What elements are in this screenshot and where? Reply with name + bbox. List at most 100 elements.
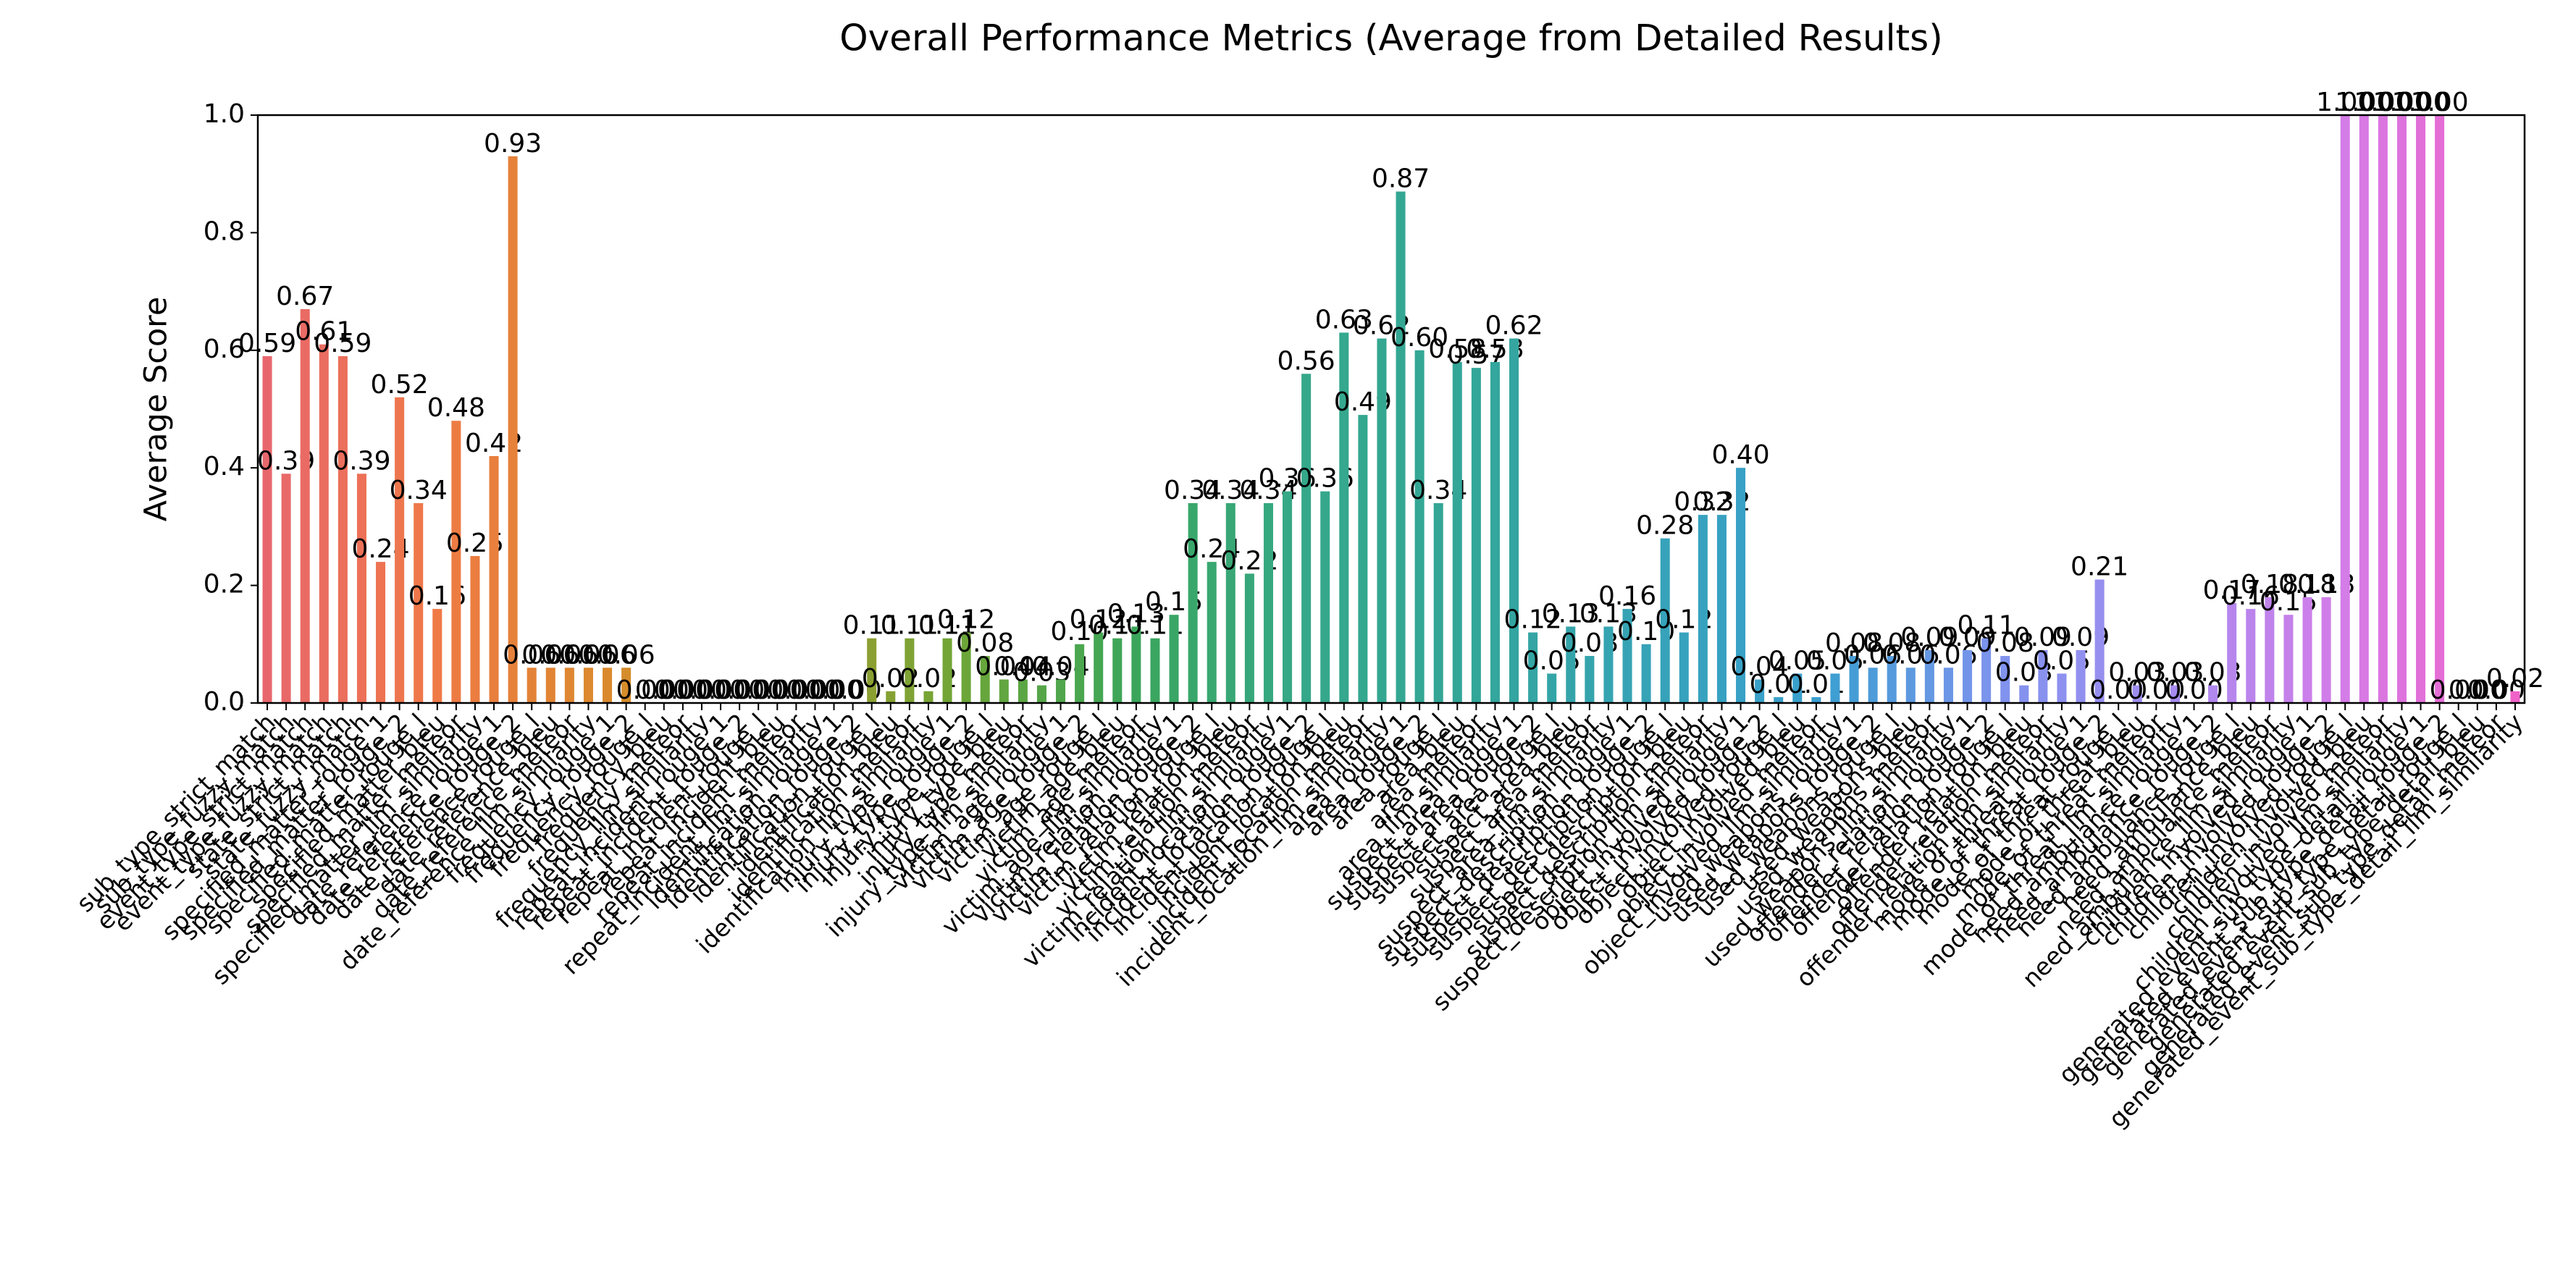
value-label: 0.63 xyxy=(1315,305,1373,334)
bar xyxy=(2227,602,2237,703)
bar xyxy=(376,562,386,703)
bar xyxy=(1981,638,1992,703)
bar xyxy=(1679,632,1689,703)
bar xyxy=(1943,668,1953,703)
value-label: 0.00 xyxy=(729,675,787,705)
bar xyxy=(2265,597,2275,703)
bar xyxy=(1849,656,1859,703)
value-label: 0.34 xyxy=(390,476,448,505)
value-label: 0.48 xyxy=(427,393,485,423)
value-label: 0.08 xyxy=(1976,628,2034,658)
bar xyxy=(1094,632,1104,703)
bar xyxy=(1774,696,1784,703)
bar xyxy=(1358,415,1368,703)
bar xyxy=(2396,115,2407,703)
value-label: 0.11 xyxy=(843,611,901,641)
value-label: 0.67 xyxy=(276,282,334,311)
bar xyxy=(319,344,329,703)
value-label: 0.11 xyxy=(1958,611,2015,641)
y-tick-label: 0.4 xyxy=(204,452,245,481)
bar xyxy=(1225,502,1235,703)
bar xyxy=(923,691,934,703)
value-label: 0.06 xyxy=(521,640,579,670)
value-label: 0.34 xyxy=(1201,476,1259,505)
bar xyxy=(2435,115,2445,703)
bar xyxy=(1433,502,1443,703)
value-label: 0.00 xyxy=(767,675,825,705)
value-label: 0.00 xyxy=(654,675,712,705)
bar xyxy=(2057,673,2067,703)
bar xyxy=(1736,468,1746,703)
bar xyxy=(356,473,366,703)
bar xyxy=(1698,515,1708,703)
bar xyxy=(300,308,310,704)
value-label: 0.04 xyxy=(975,652,1033,682)
bar xyxy=(2359,115,2369,703)
value-label: 0.08 xyxy=(956,628,1014,658)
bar xyxy=(508,156,518,704)
bar xyxy=(1244,573,1254,703)
value-label: 0.06 xyxy=(559,640,617,670)
value-label: 0.11 xyxy=(881,611,939,641)
bar xyxy=(395,397,405,703)
bar xyxy=(1528,632,1538,703)
y-tick-label: 0.2 xyxy=(204,570,245,599)
bar xyxy=(1716,515,1727,703)
bar xyxy=(1414,350,1425,703)
bar xyxy=(281,473,291,703)
y-tick-label: 0.6 xyxy=(204,334,245,364)
value-label: 0.09 xyxy=(2014,623,2072,652)
bar xyxy=(980,656,990,703)
bar xyxy=(1169,615,1179,703)
value-label: 0.58 xyxy=(1428,334,1486,364)
bar xyxy=(603,668,613,703)
value-label: 0.00 xyxy=(2449,675,2506,705)
bar xyxy=(1283,491,1293,703)
value-label: 0.02 xyxy=(2486,664,2544,694)
bar xyxy=(1320,491,1330,703)
value-label: 0.00 xyxy=(673,675,731,705)
value-label: 0.04 xyxy=(1731,652,1789,682)
value-label: 0.21 xyxy=(2071,552,2128,581)
value-label: 0.00 xyxy=(748,675,806,705)
y-tick-label: 0.8 xyxy=(204,216,245,246)
bar xyxy=(1868,668,1878,703)
bar xyxy=(1585,656,1595,703)
bar xyxy=(583,668,593,703)
value-label: 0.04 xyxy=(994,652,1052,682)
bar xyxy=(2019,685,2029,703)
bar xyxy=(1622,609,1632,703)
value-label: 0.03 xyxy=(2146,658,2204,688)
bar xyxy=(2076,649,2086,703)
value-label: 0.61 xyxy=(295,317,353,347)
value-label: 0.08 xyxy=(1863,628,1921,658)
bar xyxy=(1056,679,1066,703)
bar xyxy=(1547,673,1557,703)
bar xyxy=(1603,626,1614,703)
bar xyxy=(2000,656,2010,703)
bar xyxy=(2094,579,2105,703)
bar xyxy=(2416,115,2426,703)
value-label: 0.00 xyxy=(616,675,674,705)
value-label: 0.00 xyxy=(2430,675,2488,705)
bar xyxy=(545,668,555,703)
bar xyxy=(2208,685,2218,703)
bar xyxy=(2170,685,2180,703)
value-label: 0.06 xyxy=(597,640,655,670)
value-label: 0.39 xyxy=(332,446,390,476)
bar xyxy=(432,609,442,703)
bar xyxy=(1887,656,1897,703)
bar xyxy=(2340,115,2350,703)
bar xyxy=(489,455,499,703)
bar xyxy=(1112,638,1123,703)
value-label: 0.00 xyxy=(805,675,863,705)
value-label: 0.18 xyxy=(2241,570,2299,599)
bar xyxy=(1660,538,1670,703)
value-label: 0.00 xyxy=(635,675,693,705)
chart-title: Overall Performance Metrics (Average fro… xyxy=(839,17,1942,59)
bar xyxy=(942,638,952,703)
value-label: 1.00 xyxy=(2354,88,2412,117)
bar xyxy=(1490,362,1500,703)
bar xyxy=(1509,338,1519,703)
value-label: 0.06 xyxy=(503,640,561,670)
